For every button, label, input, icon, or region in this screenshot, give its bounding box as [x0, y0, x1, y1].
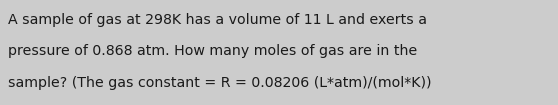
Text: pressure of 0.868 atm. How many moles of gas are in the: pressure of 0.868 atm. How many moles of… [8, 44, 417, 58]
Text: A sample of gas at 298K has a volume of 11 L and exerts a: A sample of gas at 298K has a volume of … [8, 13, 427, 27]
Text: sample? (The gas constant = R = 0.08206 (L*atm)/(mol*K)): sample? (The gas constant = R = 0.08206 … [8, 76, 432, 90]
